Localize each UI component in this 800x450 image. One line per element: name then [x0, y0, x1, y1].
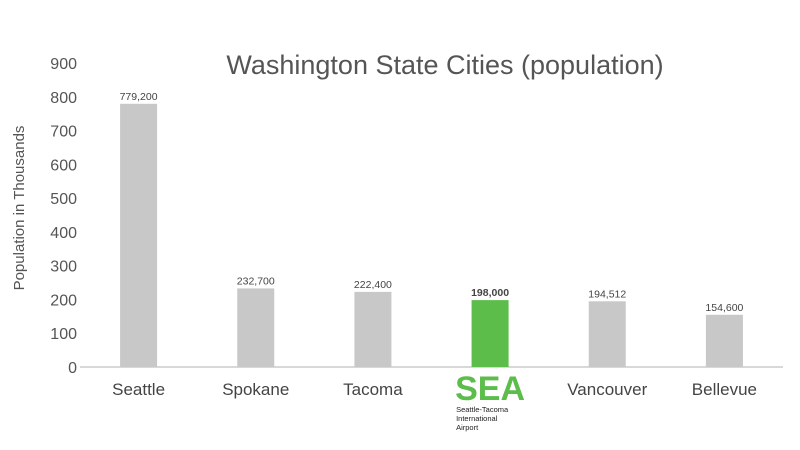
x-tick-label: Bellevue — [692, 380, 757, 399]
y-tick-label: 500 — [50, 191, 77, 208]
y-tick-label: 0 — [68, 360, 77, 377]
x-axis-ticks: Seattle Spokane Tacoma SEASeattle-TacomaInt… — [112, 370, 757, 432]
bar-sea — [471, 300, 509, 367]
sea-logo-subtitle: Airport — [456, 423, 479, 432]
y-tick-label: 700 — [50, 124, 77, 141]
bar-tacoma — [354, 291, 392, 367]
y-axis-ticks: 0 100 200 300 400 500 600 700 800 900 — [50, 56, 77, 377]
y-tick-label: 600 — [50, 157, 77, 174]
bars: 779,200 232,700 222,400 198,000 194,512 154,6… — [120, 91, 744, 367]
y-tick-label: 100 — [50, 326, 77, 343]
data-label: 198,000 — [471, 287, 509, 299]
sea-logo-subtitle: International — [456, 414, 498, 423]
data-label: 222,400 — [354, 279, 392, 291]
y-tick-label: 300 — [50, 259, 77, 276]
bar-spokane — [237, 288, 275, 367]
data-label: 194,512 — [588, 288, 626, 300]
bar-seattle — [120, 103, 158, 367]
x-tick-label: Vancouver — [567, 380, 647, 399]
y-tick-label: 800 — [50, 90, 77, 107]
bar-vancouver — [588, 301, 626, 367]
x-tick-label: Tacoma — [343, 380, 403, 399]
x-tick-label: Spokane — [222, 380, 289, 399]
sea-logo-subtitle: Seattle-Tacoma — [456, 405, 509, 414]
y-axis-label: Population in Thousands — [11, 126, 28, 291]
data-label: 154,600 — [705, 302, 743, 314]
data-label: 232,700 — [237, 275, 275, 287]
y-tick-label: 900 — [50, 56, 77, 73]
y-tick-label: 200 — [50, 292, 77, 309]
data-label: 779,200 — [120, 91, 158, 103]
chart-title: Washington State Cities (population) — [226, 50, 663, 80]
x-tick-label: Seattle — [112, 380, 165, 399]
y-tick-label: 400 — [50, 225, 77, 242]
bar-bellevue — [705, 314, 743, 367]
sea-logo-text: SEA — [455, 370, 525, 408]
